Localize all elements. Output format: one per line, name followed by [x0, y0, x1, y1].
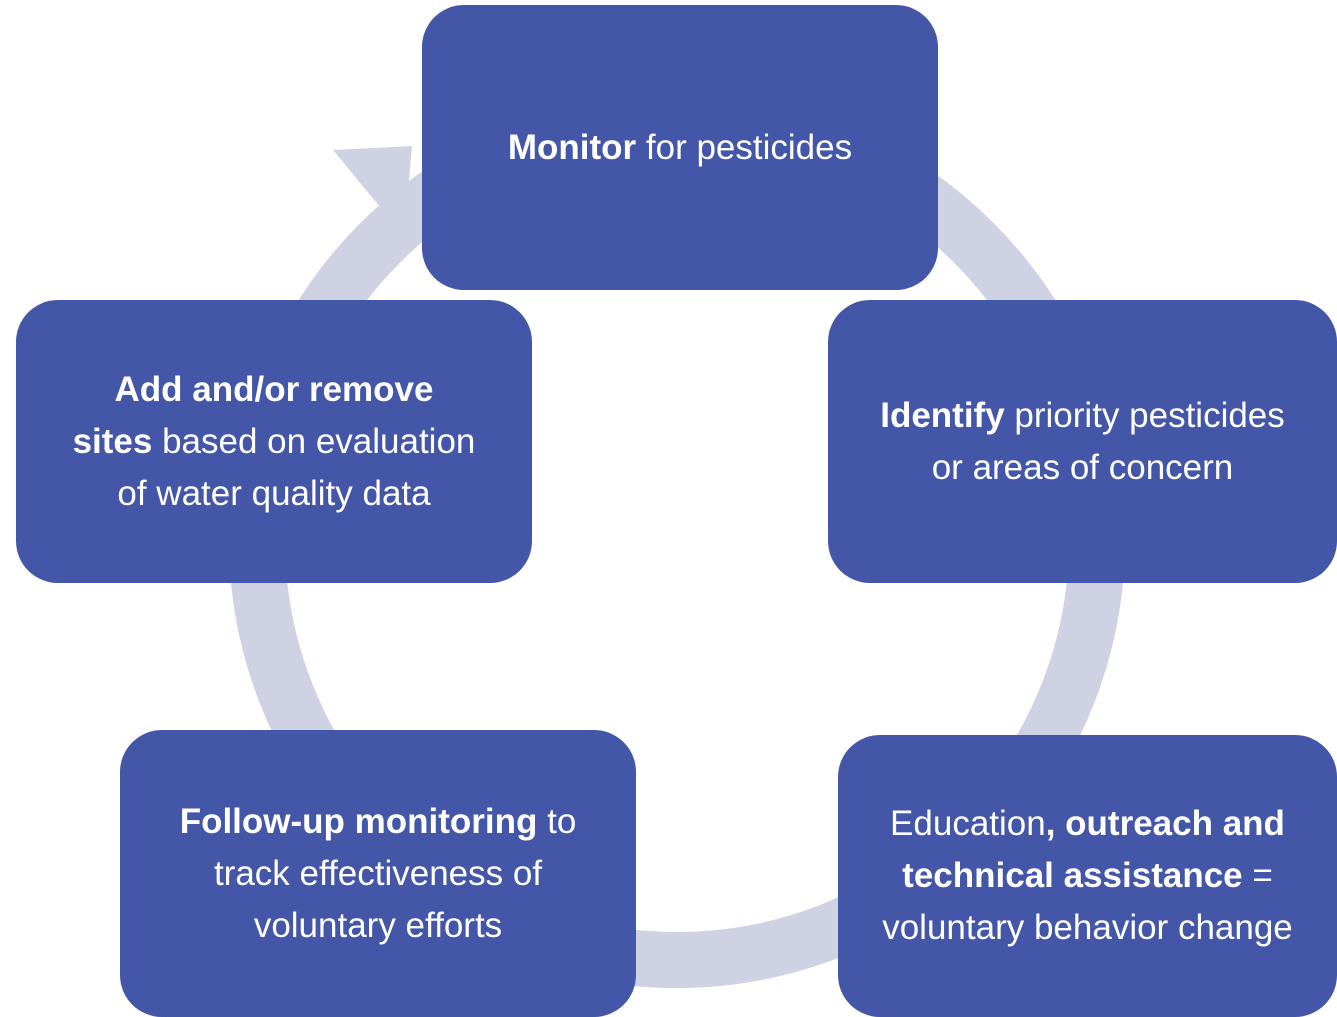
text: = voluntary behavior change [882, 856, 1293, 947]
node-text: Add and/or remove sites based on evaluat… [71, 364, 477, 520]
bold-text: Identify [880, 395, 1005, 435]
node-box: Monitor for pesticides [422, 5, 938, 290]
text: Education [890, 804, 1046, 843]
node-text: Education, outreach and technical assist… [868, 798, 1307, 954]
bold-text: Follow-up monitoring [179, 801, 538, 841]
node-text: Monitor for pesticides [508, 122, 852, 174]
node-box: Follow-up monitoring to track effectiven… [120, 730, 636, 1017]
node-text: Identify priority pesticides or areas of… [872, 390, 1293, 494]
text: priority pesticides or areas of concern [931, 395, 1285, 487]
bold-text: , outreach and technical assistance [902, 804, 1285, 895]
text: for pesticides [636, 127, 853, 167]
node-box: Education, outreach and technical assist… [838, 735, 1337, 1017]
node-text: Follow-up monitoring to track effectiven… [164, 796, 592, 952]
text: to track effectiveness of voluntary effo… [213, 801, 577, 945]
node-box: Add and/or remove sites based on evaluat… [16, 300, 532, 583]
text: based on evaluation of water quality dat… [117, 421, 476, 513]
bold-text: Monitor [507, 127, 637, 167]
bold-text: Add and/or remove sites [72, 369, 434, 461]
ring-arrowhead [333, 146, 412, 236]
node-box: Identify priority pesticides or areas of… [828, 300, 1337, 583]
